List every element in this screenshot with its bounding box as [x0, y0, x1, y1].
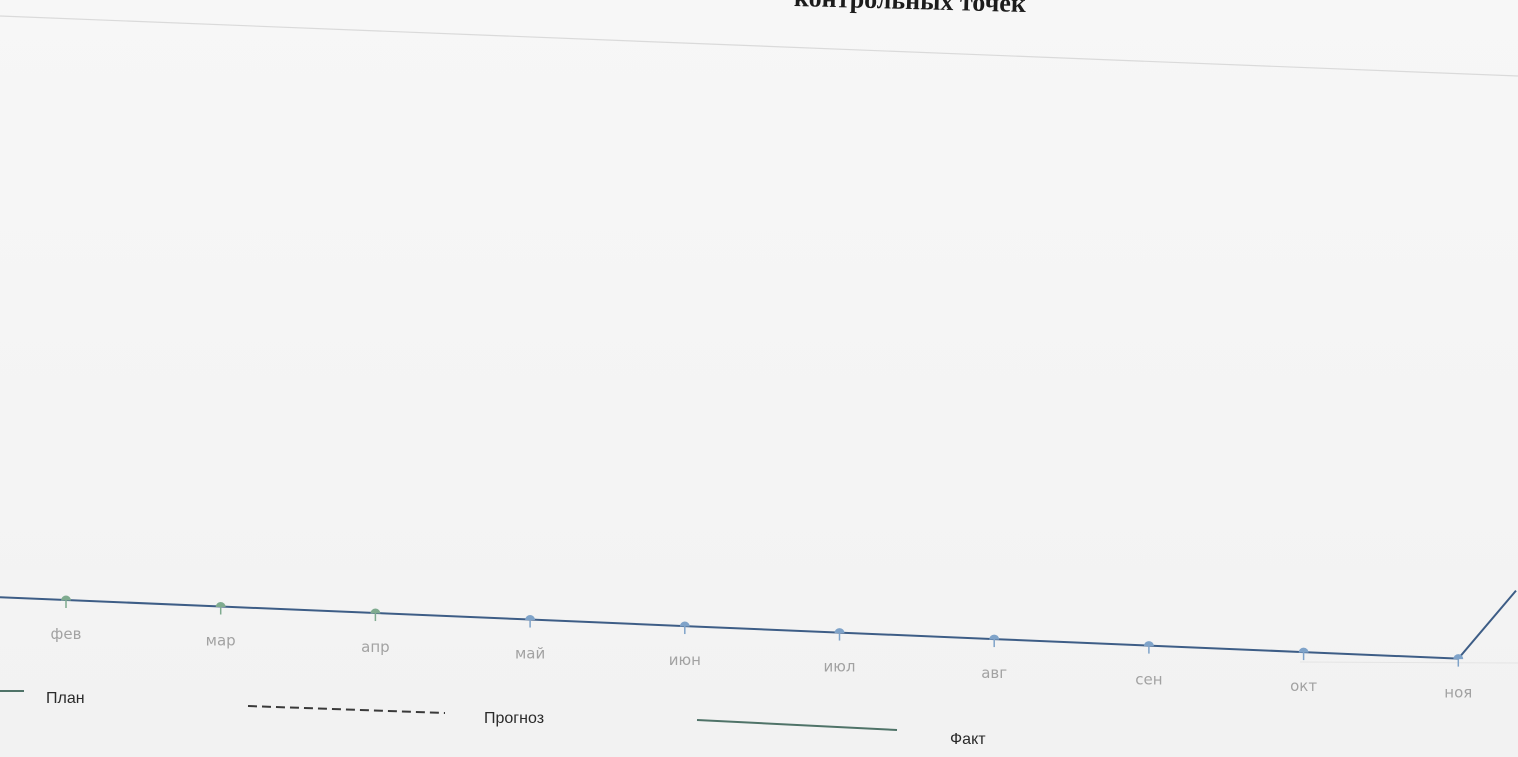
x-tick-label: июл — [824, 658, 856, 676]
x-tick-label: апр — [361, 638, 390, 656]
x-tick-label: авг — [981, 664, 1007, 682]
x-tick-label: фев — [51, 625, 82, 643]
x-tick-label: май — [515, 645, 545, 663]
data-point-fact — [1143, 641, 1154, 647]
legend-swatch-fact — [696, 719, 898, 731]
x-tick-label: ноя — [1444, 684, 1472, 702]
x-axis-tail — [1299, 661, 1518, 664]
x-tick-label: сен — [1135, 671, 1162, 689]
legend-label-plan: План — [46, 690, 85, 707]
data-point-fact — [215, 602, 226, 608]
x-tick-label: июн — [669, 651, 701, 669]
data-point-fact — [61, 595, 71, 601]
x-tick-label: окт — [1290, 677, 1317, 695]
top-border-line — [0, 15, 1518, 77]
legend: План Прогноз Факт — [0, 690, 986, 748]
legend-swatch-forecast — [247, 705, 446, 714]
data-point-fact — [525, 615, 536, 621]
data-point-fact — [989, 634, 1000, 640]
data-point-fact — [1453, 654, 1464, 660]
series-line-fact — [0, 589, 1517, 660]
data-point-fact — [370, 608, 381, 614]
legend-label-fact: Факт — [950, 731, 986, 748]
data-point-fact — [1298, 647, 1309, 653]
plot-area: фев мар апр май июн июл авг сен окт ноя — [0, 589, 1517, 702]
data-point-fact — [834, 628, 845, 634]
legend-label-forecast: Прогноз — [484, 710, 544, 727]
data-point-fact — [679, 621, 690, 627]
x-tick-label: мар — [206, 632, 236, 650]
